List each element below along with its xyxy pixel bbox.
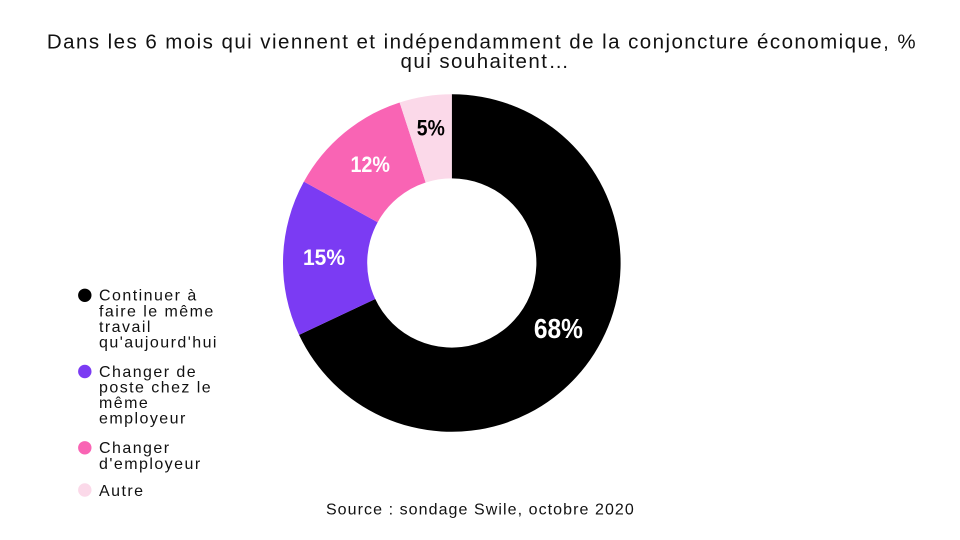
svg-text:15%: 15% [303,245,345,270]
svg-text:d'employeur: d'employeur [99,456,202,473]
svg-text:employeur: employeur [99,411,187,428]
svg-text:qu'aujourd'hui: qu'aujourd'hui [99,335,218,352]
svg-text:faire le même: faire le même [99,303,215,320]
svg-text:Dans les 6 mois qui viennent e: Dans les 6 mois qui viennent et indépend… [47,30,917,53]
svg-text:Autre: Autre [99,483,145,500]
svg-text:Source : sondage Swile, octobr: Source : sondage Swile, octobre 2020 [326,502,635,519]
svg-text:5%: 5% [417,115,445,140]
svg-text:qui souhaitent…: qui souhaitent… [401,50,571,73]
svg-text:travail: travail [99,319,152,336]
svg-text:12%: 12% [350,152,390,177]
svg-text:même: même [99,395,149,412]
svg-text:Changer: Changer [99,440,171,457]
svg-text:poste chez le: poste chez le [99,380,212,397]
svg-text:68%: 68% [534,313,583,344]
svg-text:Changer de: Changer de [99,364,197,381]
svg-text:Continuer à: Continuer à [99,288,198,305]
